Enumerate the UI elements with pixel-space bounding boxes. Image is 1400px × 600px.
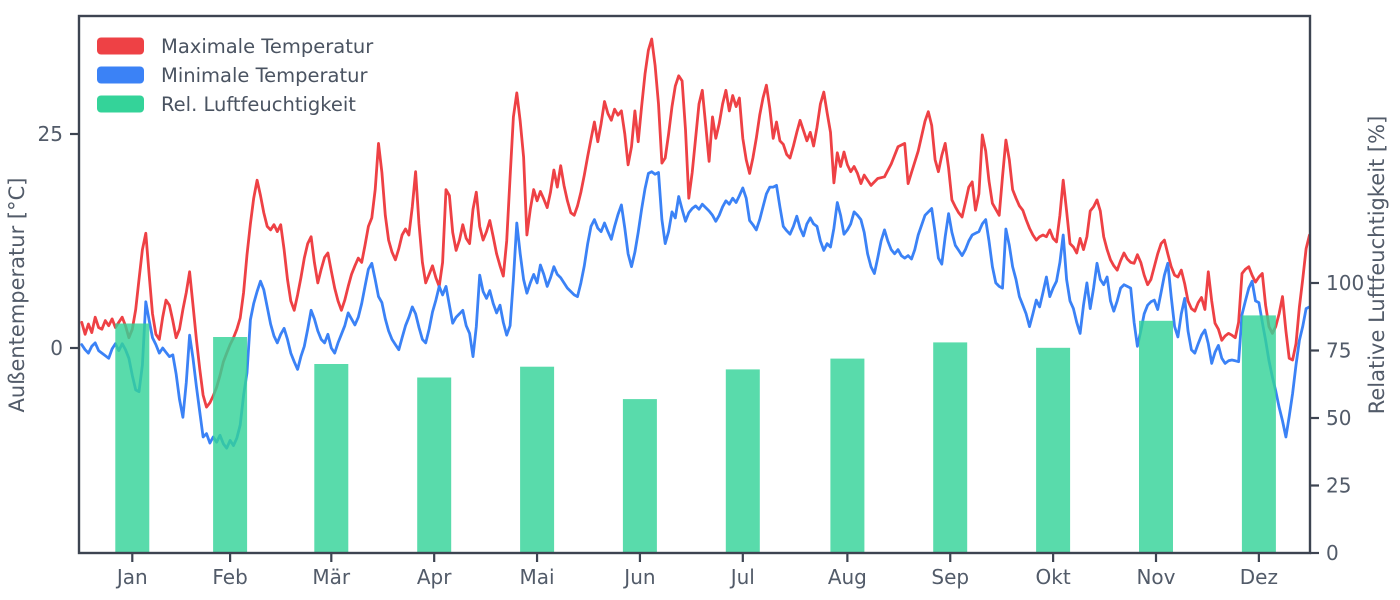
humidity-bar-Jun: [622, 399, 657, 553]
month-label-jul: Jul: [729, 565, 755, 589]
left-tick-label: 0: [50, 336, 63, 360]
plot-border: [77, 14, 1312, 555]
legend-swatch-max-temp: [97, 37, 144, 55]
humidity-bar-Jul: [725, 369, 760, 553]
humidity-bar-Mär: [314, 364, 349, 553]
humidity-bar-Nov: [1139, 320, 1173, 553]
right-tick-label: 75: [1326, 339, 1351, 363]
humidity-bar-Sep: [933, 342, 968, 553]
month-label-jan: Jan: [115, 565, 148, 589]
humidity-bar-Dez: [1241, 315, 1276, 553]
month-label-jun: Jun: [622, 565, 655, 589]
min-temperature-line: [80, 170, 1311, 450]
humidity-bar-Okt: [1036, 347, 1071, 553]
legend-label-min-temp: Minimale Temperatur: [161, 64, 369, 87]
month-label-mai: Mai: [520, 565, 555, 589]
humidity-bar-Mai: [520, 366, 555, 553]
month-label-aug: Aug: [828, 565, 867, 589]
right-tick-label: 100: [1326, 271, 1364, 295]
humidity-bar-Aug: [830, 358, 865, 553]
month-label-dez: Dez: [1240, 565, 1278, 589]
right-tick-label: 0: [1326, 541, 1339, 565]
humidity-bar-Jan: [115, 323, 150, 553]
humidity-bar-Apr: [417, 377, 452, 553]
left-tick-label: 25: [38, 122, 63, 146]
right-tick-label: 25: [1326, 474, 1351, 498]
month-label-apr: Apr: [417, 565, 452, 589]
left-axis-title: Außentemperatur [°C]: [5, 178, 29, 413]
month-label-mär: Mär: [312, 565, 351, 589]
month-label-nov: Nov: [1136, 565, 1175, 589]
humidity-bar-Feb: [213, 337, 248, 553]
month-label-feb: Feb: [212, 565, 247, 589]
month-label-okt: Okt: [1036, 565, 1071, 589]
legend-label-max-temp: Maximale Temperatur: [161, 35, 374, 58]
month-label-sep: Sep: [931, 565, 969, 589]
max-temperature-line: [80, 37, 1311, 409]
legend-swatch-humidity: [97, 95, 144, 113]
right-tick-label: 50: [1326, 406, 1351, 430]
legend-swatch-min-temp: [97, 66, 144, 84]
legend-label-humidity: Rel. Luftfeuchtigkeit: [161, 93, 356, 116]
right-axis-title: Relative Luftfeuchtigkeit [%]: [1365, 116, 1389, 415]
